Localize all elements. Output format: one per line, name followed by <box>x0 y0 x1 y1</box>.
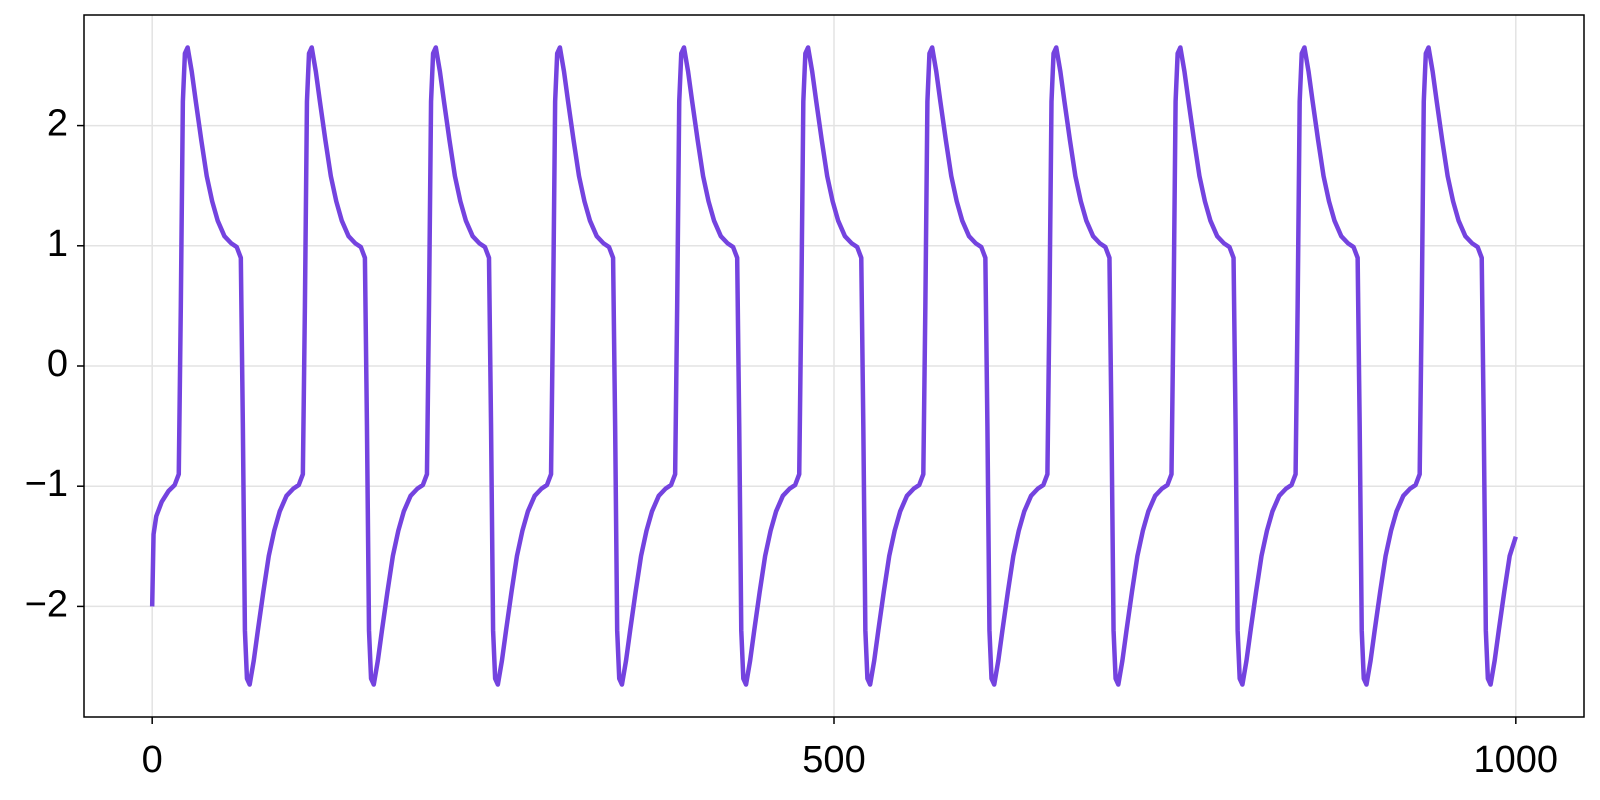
data-line <box>149 45 1518 687</box>
y-tick-label: −2 <box>25 583 68 625</box>
y-tick-label: 2 <box>47 103 68 145</box>
y-tick-label: 0 <box>47 343 68 385</box>
x-tick-label: 0 <box>142 739 163 781</box>
y-tick-label: −1 <box>25 463 68 505</box>
x-tick-label: 500 <box>802 739 865 781</box>
plot-frame <box>83 14 1585 718</box>
x-tick-label: 1000 <box>1474 739 1559 781</box>
y-tick-label: 1 <box>47 223 68 265</box>
